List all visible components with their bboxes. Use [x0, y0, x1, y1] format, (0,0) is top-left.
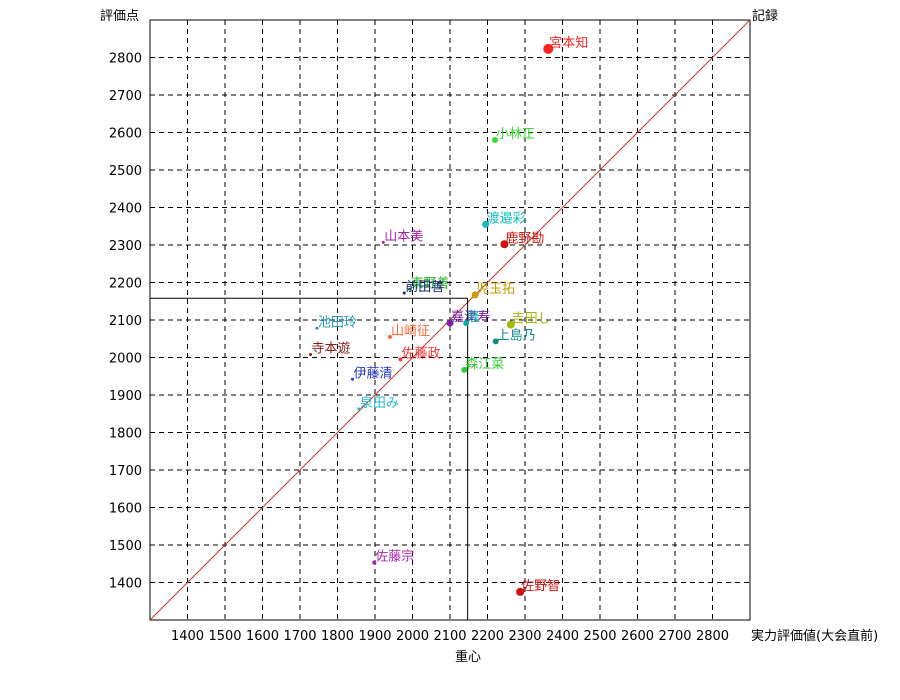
x-tick-label: 2200 — [471, 629, 504, 644]
x-tick-label: 2600 — [621, 629, 654, 644]
x-tick-label: 2500 — [583, 629, 616, 644]
y-tick-label: 2200 — [109, 277, 142, 292]
plot-frame — [149, 19, 751, 621]
point-label: 嘉津寿 — [451, 310, 490, 325]
data-point — [446, 319, 454, 327]
x-tick-label: 2000 — [396, 629, 429, 644]
y-axis-label: 評価点 — [100, 9, 139, 24]
point-label: 佐野智 — [521, 579, 560, 594]
x-tick-label: 1500 — [208, 629, 241, 644]
x-tick-label: 1800 — [321, 629, 354, 644]
y-tick-label: 1800 — [109, 427, 142, 442]
data-point — [471, 291, 479, 299]
y-tick-label: 1400 — [109, 577, 142, 592]
y-tick-label: 1900 — [109, 389, 142, 404]
y-tick-label: 2800 — [109, 52, 142, 67]
point-label: 小林正 — [496, 127, 535, 142]
data-point — [516, 587, 525, 596]
point-label: 前田善 — [405, 279, 444, 295]
data-point — [398, 357, 403, 362]
data-point — [388, 334, 392, 339]
x-tick-label: 2100 — [433, 629, 466, 644]
x-tick-label: 1400 — [171, 629, 204, 644]
data-point — [309, 353, 312, 356]
data-point — [315, 326, 319, 330]
x-tick-labels: 1400 1500 1600 1700 1800 1900 2000 2100 2200 2300… — [171, 629, 729, 644]
y-tick-label: 2500 — [109, 164, 142, 179]
x-tick-label: 2400 — [546, 629, 579, 644]
y-tick-label: 1700 — [109, 464, 142, 479]
data-point — [492, 338, 499, 345]
y-tick-label: 2600 — [109, 127, 142, 142]
point-label: 伊藤清 — [354, 366, 393, 381]
point-label: 山本美 — [384, 229, 423, 244]
point-label: 隆 — [467, 310, 480, 325]
point-label: 東野善 — [411, 275, 450, 291]
y-tick-label: 2300 — [109, 239, 142, 254]
x-tick-label: 1900 — [358, 629, 391, 644]
point-label: 宮本知 — [549, 35, 588, 51]
data-point — [351, 377, 354, 381]
x-tick-label: 1700 — [283, 629, 316, 644]
data-point — [506, 320, 515, 329]
data-point — [482, 220, 490, 228]
point-label: 佐藤政 — [402, 346, 441, 361]
centroid-label: 重心 — [455, 649, 481, 665]
y-tick-labels: 1400 1500 1600 1700 1800 1900 2000 2100 2200 2300… — [109, 52, 142, 592]
point-label: 上島乃 — [497, 328, 536, 343]
x-tick-label: 2800 — [696, 629, 729, 644]
x-tick-label: 2300 — [508, 629, 541, 644]
y-tick-label: 2400 — [109, 202, 142, 217]
point-label: 泉田み — [360, 395, 399, 411]
point-label: 佐藤宗 — [375, 549, 414, 565]
x-tick-label: 1600 — [246, 629, 279, 644]
grid — [150, 20, 750, 620]
point-label: 山崎征 — [391, 324, 430, 339]
point-label: 渡邉彩 — [487, 210, 526, 226]
x-axis-label: 実力評価値(大会直前) — [751, 628, 878, 644]
data-point — [463, 320, 470, 326]
data-point — [372, 560, 377, 565]
point-label: 鹿野勘 — [505, 230, 544, 246]
point-label: 児玉拓 — [476, 282, 515, 297]
point-label: 吉田し — [512, 312, 551, 327]
y-tick-label: 1500 — [109, 539, 142, 554]
data-point — [492, 137, 498, 143]
y-tick-label: 2100 — [109, 314, 142, 329]
y-tick-label: 1600 — [109, 502, 142, 517]
point-label: 池田玲 — [318, 315, 357, 330]
top-right-label: 記録 — [752, 8, 778, 24]
data-point — [500, 240, 509, 249]
data-point — [461, 366, 468, 373]
y-tick-label: 2700 — [109, 89, 142, 104]
data-point — [402, 291, 406, 295]
data-point — [408, 287, 411, 291]
data-point — [381, 240, 385, 244]
y-tick-label: 2000 — [109, 352, 142, 367]
data-point — [357, 407, 361, 411]
data-point — [543, 43, 554, 54]
point-label: 寺本遊 — [312, 342, 351, 357]
point-label: 森江菜 — [465, 357, 504, 372]
x-tick-label: 2700 — [658, 629, 691, 644]
